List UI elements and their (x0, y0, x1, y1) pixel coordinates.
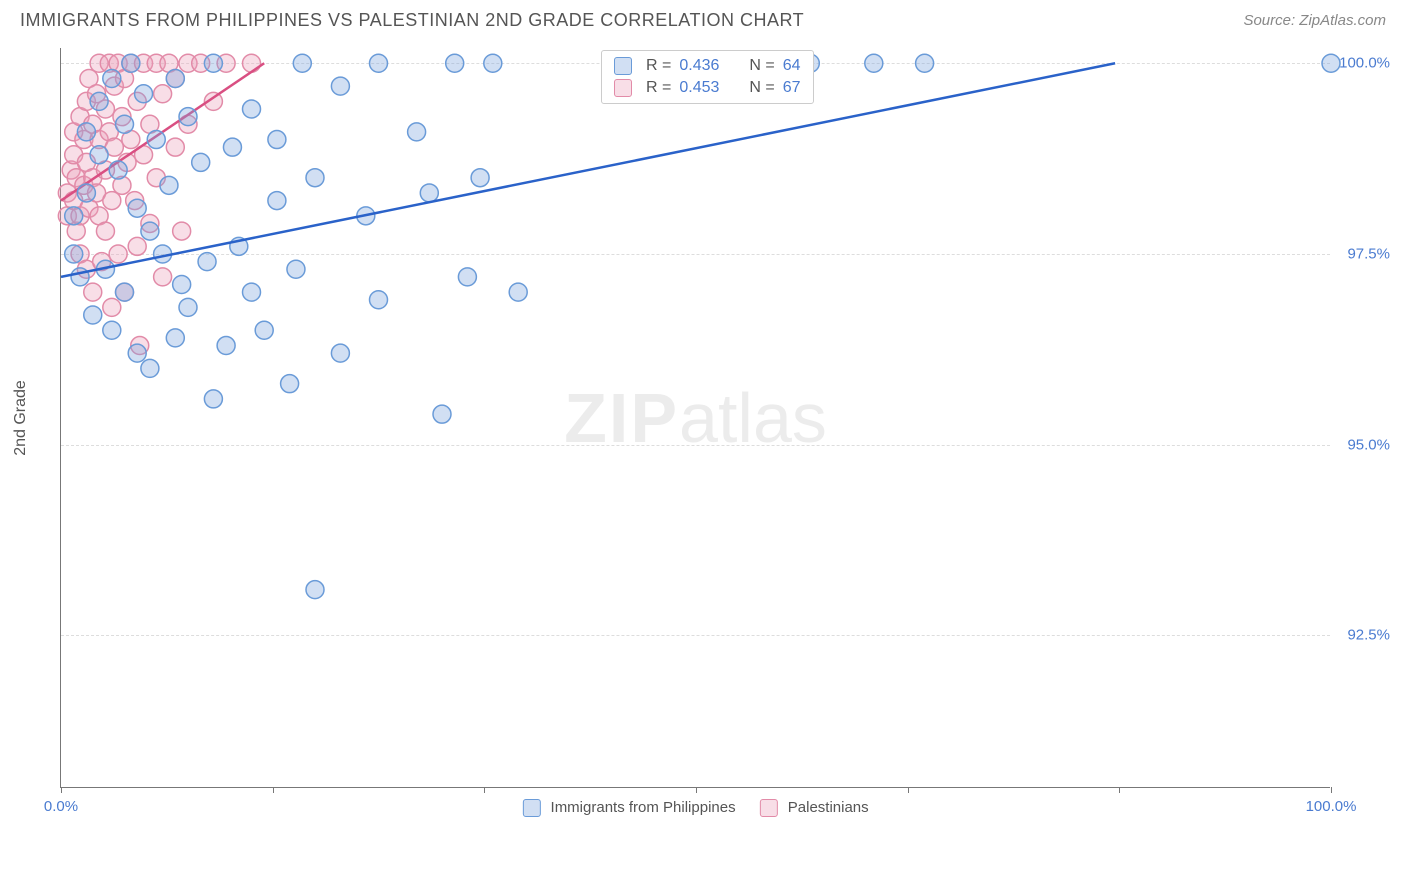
r-value-philippines: 0.436 (679, 57, 719, 75)
chart-container: 2nd Grade ZIPatlas 92.5%95.0%97.5%100.0%… (60, 48, 1380, 818)
n-label: N = (749, 79, 774, 97)
source-attribution: Source: ZipAtlas.com (1243, 12, 1386, 29)
scatter-plot (61, 48, 1330, 787)
correlation-legend: R = 0.436 N = 64 R = 0.453 N = 67 (601, 50, 814, 104)
plot-area: 2nd Grade ZIPatlas 92.5%95.0%97.5%100.0%… (60, 48, 1330, 788)
r-label: R = (646, 57, 671, 75)
n-value-philippines: 64 (783, 57, 801, 75)
r-value-palestinians: 0.453 (679, 79, 719, 97)
swatch-palestinians (614, 79, 632, 97)
legend-row-palestinians: R = 0.453 N = 67 (614, 77, 801, 99)
swatch-philippines-bottom (522, 799, 540, 817)
legend-item-palestinians: Palestinians (760, 799, 869, 817)
x-tick-label: 0.0% (44, 798, 78, 815)
swatch-philippines (614, 57, 632, 75)
series-legend: Immigrants from Philippines Palestinians (522, 799, 868, 817)
n-label: N = (749, 57, 774, 75)
legend-item-philippines: Immigrants from Philippines (522, 799, 735, 817)
r-label: R = (646, 79, 671, 97)
y-tick-label: 95.0% (1335, 436, 1390, 453)
n-value-palestinians: 67 (783, 79, 801, 97)
swatch-palestinians-bottom (760, 799, 778, 817)
chart-title: IMMIGRANTS FROM PHILIPPINES VS PALESTINI… (20, 10, 804, 31)
y-tick-label: 97.5% (1335, 245, 1390, 262)
legend-row-philippines: R = 0.436 N = 64 (614, 55, 801, 77)
legend-label-palestinians: Palestinians (788, 799, 869, 816)
x-tick-label: 100.0% (1306, 798, 1357, 815)
y-tick-label: 100.0% (1335, 55, 1390, 72)
y-tick-label: 92.5% (1335, 627, 1390, 644)
legend-label-philippines: Immigrants from Philippines (551, 799, 736, 816)
y-axis-label: 2nd Grade (12, 380, 30, 456)
